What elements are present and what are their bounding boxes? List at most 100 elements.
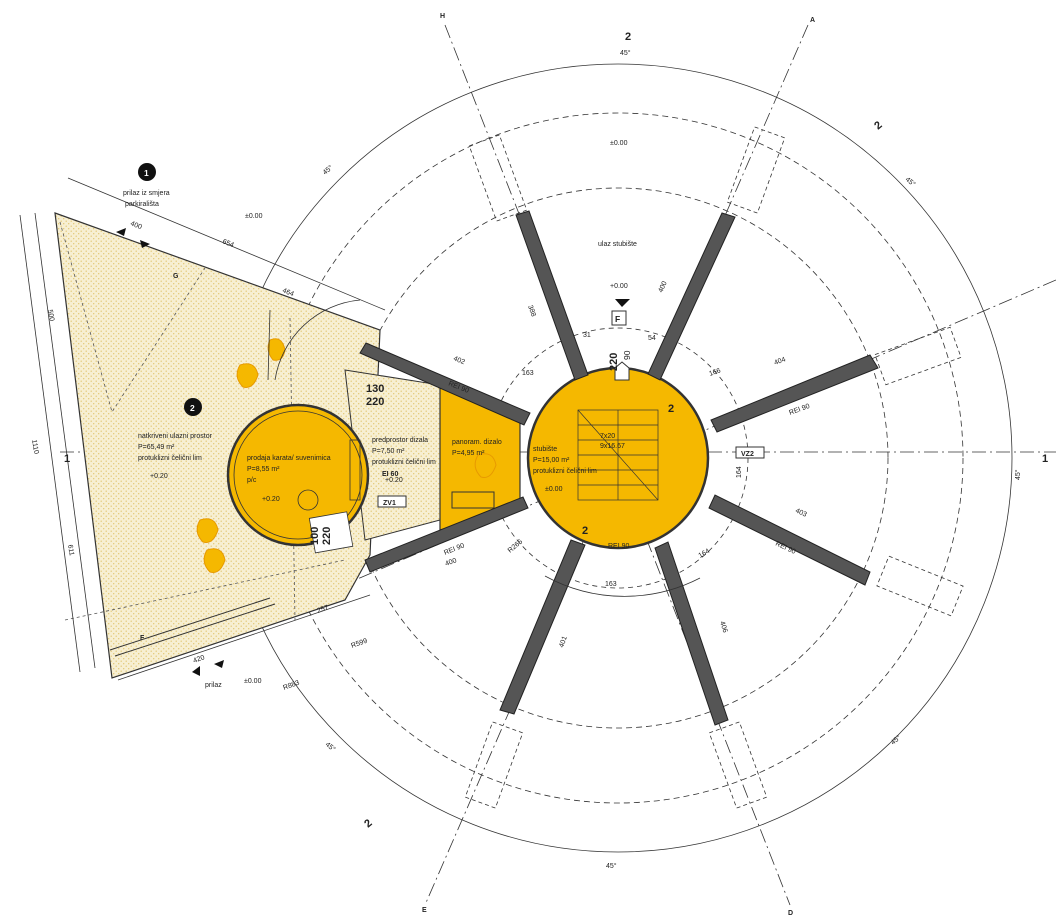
entrance-floor (54, 212, 381, 679)
entrance-room-note: protuklizni čelični lim (138, 455, 202, 462)
dim-400-b: 400 (657, 280, 668, 294)
support-arms (359, 210, 879, 726)
lift-room-name: panoram. dizalo (452, 439, 502, 446)
stair-direction-top: 2 (668, 403, 674, 415)
stair-treads (577, 409, 659, 501)
stair-steps: 7x20 (600, 433, 615, 440)
zone-g-label: G (173, 273, 179, 280)
bottom-access-label: prilaz (205, 682, 222, 689)
dim-420: 420 (192, 654, 205, 665)
radius-r265: R265 (507, 538, 524, 554)
shop-room-name: prodaja karata/ suvenimica (247, 455, 331, 462)
dim-400-top: 400 (129, 220, 143, 231)
axis-label-a: A (810, 17, 815, 24)
axis-label-1-left: 1 (64, 453, 70, 465)
stair-room-note: protuklizni čelični lim (533, 468, 597, 475)
arm-se2 (654, 541, 729, 726)
elevation-bottom: ±0.00 (244, 678, 262, 685)
arm-w (359, 342, 531, 426)
marker-1-line2: parkirališta (125, 201, 159, 208)
arm-se (708, 494, 871, 586)
stair-entry-label: ulaz stubište (598, 241, 637, 248)
angle-top: 45° (620, 49, 631, 57)
angle-topright: 45° (904, 175, 917, 188)
dim-611: 611 (66, 544, 75, 556)
dimension-lines (19, 177, 701, 681)
entrance-room-area: P=65,49 m² (138, 444, 175, 451)
entrance-room-level: +0.20 (150, 473, 168, 480)
angle-topleft: 45° (321, 163, 334, 176)
angle-bottomright: 45° (889, 733, 902, 746)
lobby-room-name: predprostor dizala (372, 437, 428, 444)
fire-rating-ei60: EI 60 (382, 471, 398, 478)
section-mark-bottom: 2 (362, 817, 374, 830)
angle-bottomleft: 45° (324, 740, 337, 753)
door-bottom-width: 100 (309, 527, 321, 545)
arm-ne (647, 212, 736, 381)
dim-31: 31 (583, 332, 591, 339)
window-tag-zv1: ZV1 (383, 500, 396, 507)
window-tag-vz2: VZ2 (741, 451, 754, 458)
direction-arrows (116, 228, 630, 676)
elevation-left-top: ±0.00 (245, 213, 263, 220)
axis-label-d: D (788, 910, 793, 917)
dim-388: 388 (526, 304, 537, 317)
dim-1110: 1110 (30, 439, 39, 455)
zone-f-label: F (140, 635, 145, 642)
dim-403: 403 (794, 507, 808, 518)
dim-164-a: 164 (736, 466, 743, 478)
stair-room-name: stubište (533, 446, 557, 453)
dim-406: 406 (718, 620, 728, 633)
dim-164-b: 164 (698, 548, 712, 560)
dim-54: 54 (648, 335, 656, 342)
marker-1-number: 1 (144, 168, 149, 178)
angle-right: 45° (1014, 469, 1022, 480)
arm-nw (515, 210, 589, 381)
rei-label-sw: REI 90 (443, 542, 466, 557)
marker-2-badge (184, 398, 202, 416)
shop-room-area: P=8,55 m² (247, 466, 280, 473)
dim-163-b: 163 (605, 581, 617, 588)
shop-room-level: +0.20 (262, 496, 280, 503)
door-f-width: 220 (608, 353, 620, 371)
dim-654: 654 (221, 238, 235, 249)
dim-257: 257 (316, 604, 329, 615)
door-top-width: 130 (366, 383, 384, 395)
elevation-top: ±0.00 (610, 140, 628, 147)
marker-1-badge (138, 163, 156, 181)
stair-direction-bottom: 2 (582, 525, 588, 537)
door-top-height: 220 (366, 396, 384, 408)
axis-label-1-right: 1 (1042, 453, 1048, 465)
axis-line-h-d (444, 24, 791, 906)
lift-room-area: P=4,95 m² (452, 450, 485, 457)
people-figures (196, 338, 497, 573)
rei-label-core: REI 90 (608, 543, 630, 550)
stair-room-level: ±0.00 (545, 486, 563, 493)
arm-sw (364, 496, 529, 573)
stair-entry-level: +0.00 (610, 283, 628, 290)
marker-1-line1: prilaz iz smjera (123, 190, 170, 197)
dim-404: 404 (773, 356, 786, 367)
dim-464: 464 (281, 287, 295, 298)
entrance-room-name: natkriveni ulazni prostor (138, 433, 213, 440)
door-bottom-height: 220 (321, 527, 333, 545)
dim-500: 500 (46, 309, 55, 322)
lobby-room-level: +0.20 (385, 477, 403, 484)
marker-2-number: 2 (190, 403, 195, 413)
arm-e (710, 354, 879, 433)
stair-room-area: P=15,00 m² (533, 457, 570, 464)
rei-label-e: REI 90 (788, 403, 811, 417)
door-f-tag (611, 310, 627, 326)
shop-room-floor: p/c (247, 477, 257, 484)
section-mark-topright: 2 (872, 119, 884, 132)
axis-line-a-e (424, 24, 809, 906)
radius-r883: R883 (282, 680, 300, 692)
angle-bottom: 45° (606, 862, 617, 870)
door-f-label: F (615, 314, 620, 324)
radius-r599: R599 (350, 638, 368, 650)
dim-166: 166 (708, 367, 721, 378)
door-f-height: 90 (622, 350, 632, 360)
ticket-shop (226, 403, 370, 547)
stair-steps-2: 9x16.67 (600, 443, 625, 450)
